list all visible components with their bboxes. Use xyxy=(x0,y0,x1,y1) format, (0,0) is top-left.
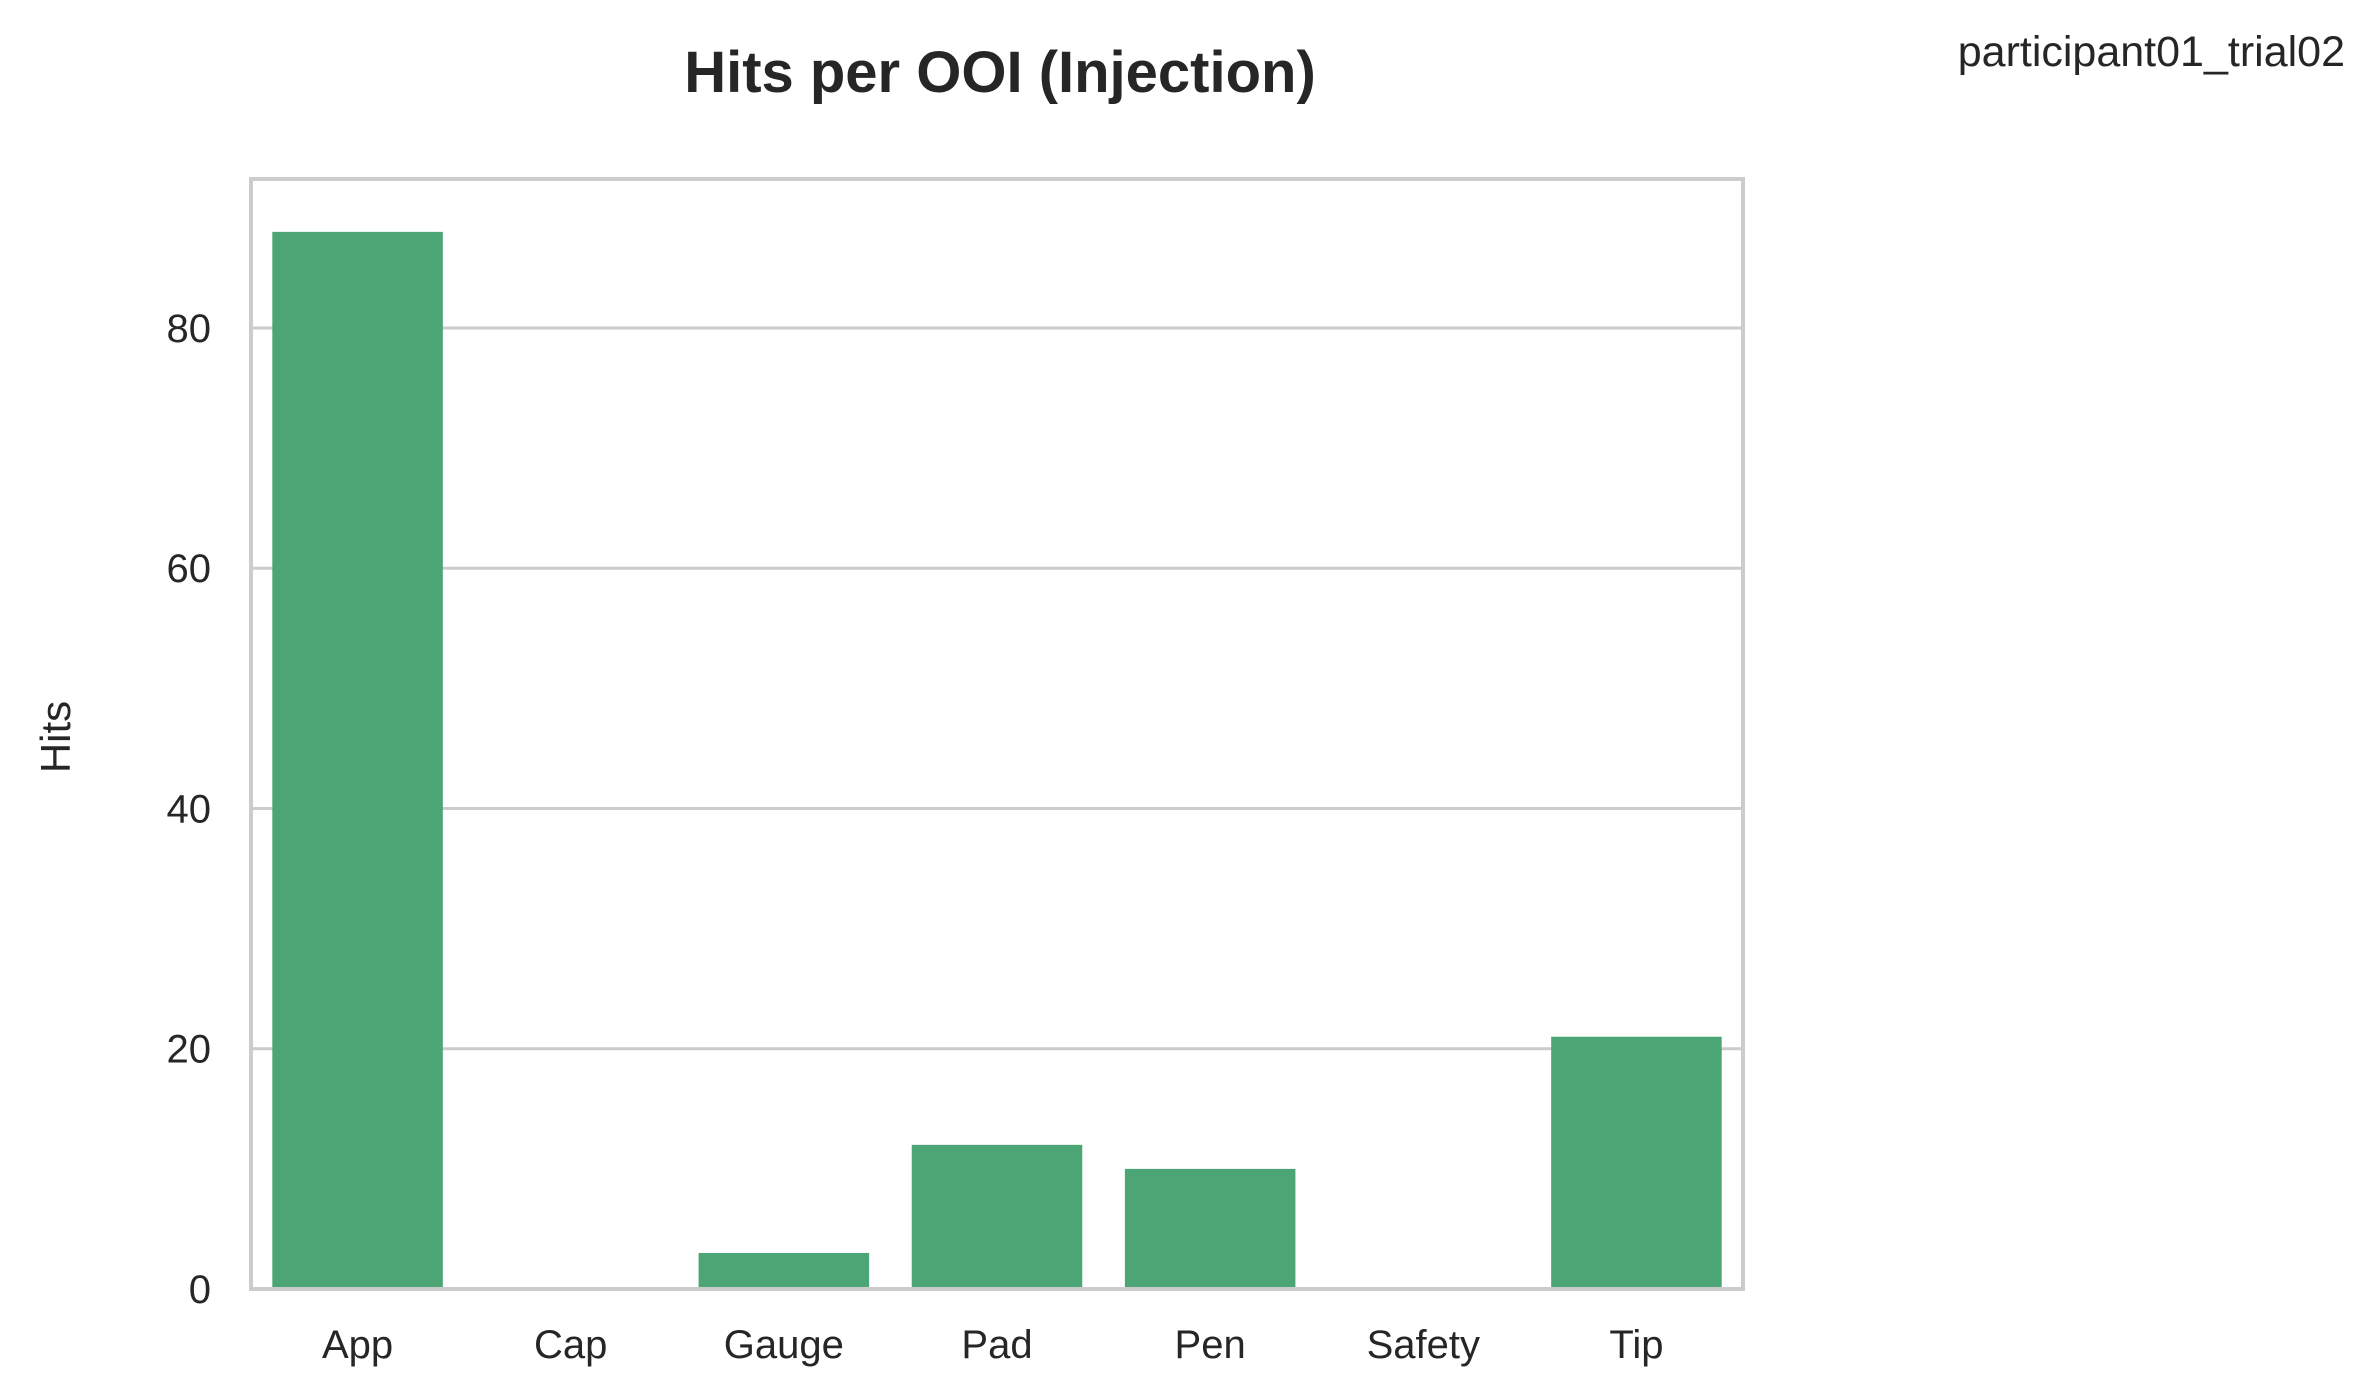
bar-tip xyxy=(1551,1036,1722,1289)
x-tick-label-pen: Pen xyxy=(1175,1323,1246,1367)
x-tick-label-cap: Cap xyxy=(534,1323,607,1367)
y-tick-label-20: 20 xyxy=(167,1028,212,1072)
bar-app xyxy=(272,231,443,1289)
bar-pen xyxy=(1124,1168,1296,1289)
y-tick-label-80: 80 xyxy=(167,307,212,351)
gridlines xyxy=(251,326,1743,1051)
bar-pad xyxy=(911,1144,1083,1289)
bars xyxy=(272,231,1722,1289)
bar-gauge xyxy=(698,1252,870,1289)
x-tick-label-pad: Pad xyxy=(961,1323,1032,1367)
x-tick-label-tip: Tip xyxy=(1609,1323,1663,1367)
x-tick-label-app: App xyxy=(322,1323,393,1367)
x-tick-label-safety: Safety xyxy=(1367,1323,1480,1367)
y-axis-label: Hits xyxy=(32,701,79,773)
plot-frame xyxy=(249,177,1745,1291)
y-tick-label-40: 40 xyxy=(167,787,212,831)
tick-labels: 0 20 40 60 80 App Cap Gauge Pad Pen Safety Tip xyxy=(167,307,1664,1367)
y-tick-label-0: 0 xyxy=(189,1268,211,1312)
y-tick-label-60: 60 xyxy=(167,547,212,591)
x-tick-label-gauge: Gauge xyxy=(724,1323,844,1367)
chart-subtitle: participant01_trial02 xyxy=(1958,28,2345,76)
chart-title: Hits per OOI (Injection) xyxy=(684,40,1316,105)
